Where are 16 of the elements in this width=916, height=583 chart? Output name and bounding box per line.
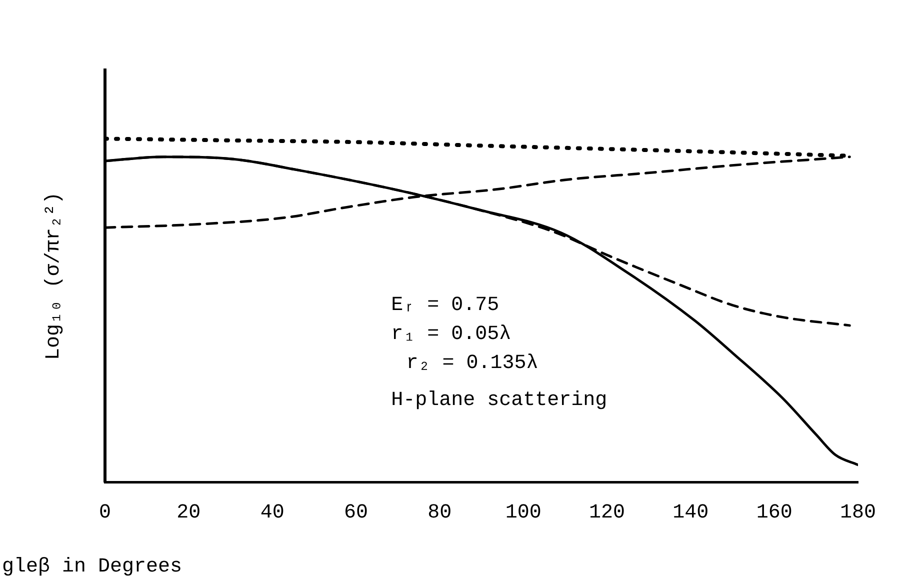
annotation: H-plane scattering: [391, 388, 608, 412]
x-tick-label: 100: [505, 501, 542, 524]
x-tick-label: 120: [588, 501, 626, 524]
x-tick-label: 0: [98, 501, 112, 524]
annotation: r₂ = 0.135λ: [406, 352, 538, 375]
x-tick-label: 80: [428, 501, 452, 524]
x-tick-label: 180: [840, 501, 876, 524]
annotation: r₁ = 0.05λ: [391, 322, 512, 346]
x-tick-label: 20: [176, 501, 201, 524]
x-tick-label: 140: [672, 501, 709, 524]
x-tick-label: 40: [260, 501, 284, 524]
x-axis-title: gleβ in Degrees: [2, 555, 182, 578]
annotation: Eᵣ = 0.75: [391, 294, 500, 318]
x-tick-label: 160: [756, 501, 792, 524]
x-tick-label: 60: [344, 501, 368, 524]
y-axis-title: Log₁₀ (σ/πr₂²): [42, 192, 66, 360]
